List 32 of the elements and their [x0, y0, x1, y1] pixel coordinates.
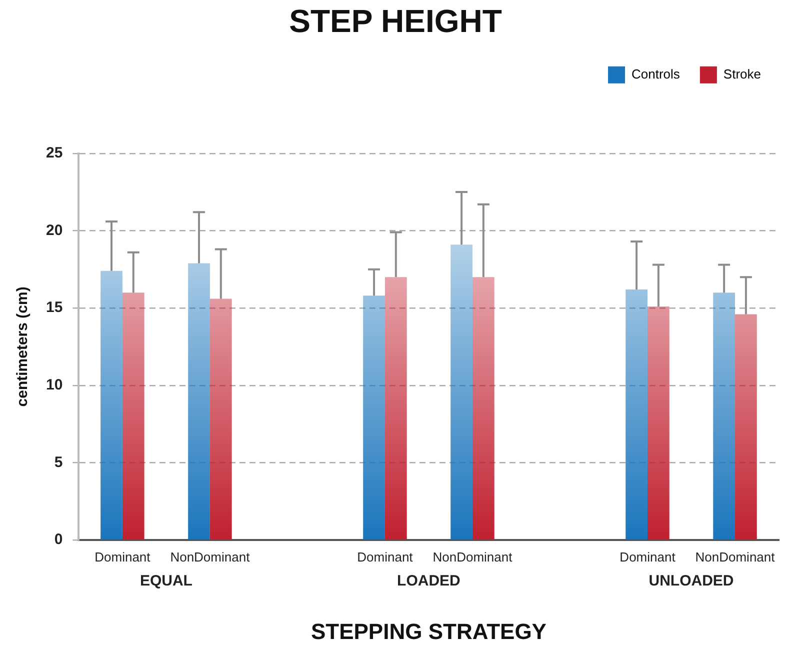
x-tick-label: Dominant	[620, 549, 676, 564]
y-axis-title: centimeters (cm)	[14, 286, 32, 407]
bar	[735, 314, 757, 540]
bar	[647, 306, 670, 540]
x-tick-label: NonDominant	[432, 549, 513, 564]
legend-label: Controls	[632, 66, 680, 82]
x-axis-title: STEPPING STRATEGY	[310, 618, 547, 644]
y-tick-label: 15	[46, 299, 63, 316]
text: UNLOADED	[648, 572, 734, 590]
x-tick-label: NonDominant	[170, 549, 250, 564]
bar	[626, 289, 648, 540]
text: LOADED	[397, 572, 461, 590]
bar	[100, 270, 122, 540]
text: EQUAL	[140, 572, 192, 590]
legend-label: Stroke	[723, 66, 762, 82]
bar	[713, 292, 736, 540]
y-tick-label: 5	[54, 454, 63, 471]
bar	[188, 263, 210, 540]
y-tick-label: 10	[46, 376, 63, 394]
bar	[472, 277, 494, 540]
y-tick-label: 25	[46, 144, 63, 162]
chart-title: STEP HEIGHT	[289, 3, 502, 40]
bar	[122, 292, 144, 540]
bar	[210, 298, 232, 540]
bar	[384, 277, 407, 540]
y-tick-label: 20	[46, 222, 63, 239]
bar	[450, 244, 472, 540]
x-tick-label: Dominant	[94, 549, 151, 564]
x-tick-label: Dominant	[357, 549, 414, 564]
bar	[363, 296, 385, 540]
y-tick-label: 0	[54, 531, 63, 548]
x-tick-label: NonDominant	[695, 549, 776, 564]
